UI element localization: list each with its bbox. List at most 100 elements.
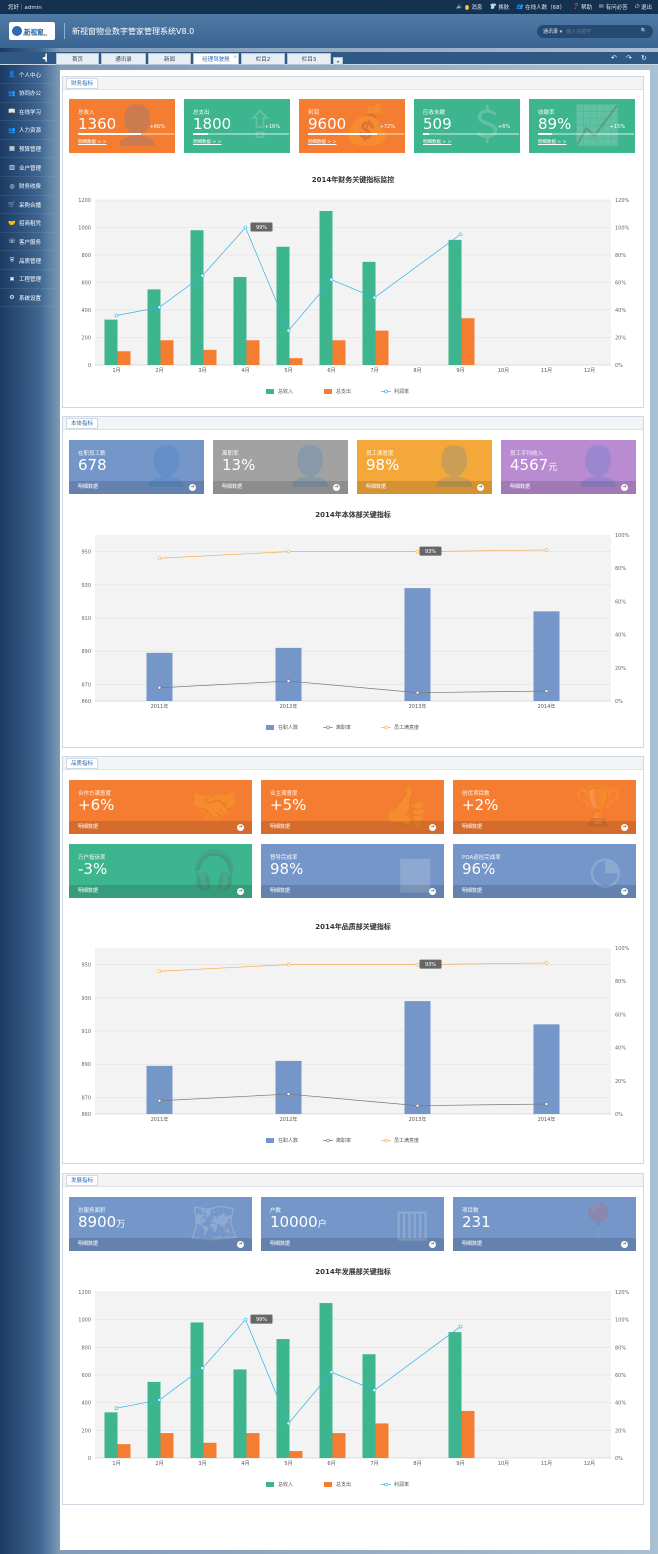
kpi-label: 项目数	[462, 1208, 479, 1214]
chart-svg: 860 870 890 910 930 950 0% 20% 40% 60% 80% 100% 2011…	[81, 946, 629, 1144]
undo-icon[interactable]: ↶	[611, 54, 617, 62]
bar-总收入	[190, 1322, 204, 1458]
refresh-icon[interactable]: ↻	[641, 54, 647, 62]
sidebar-item[interactable]: ⛨ 品质管理	[0, 252, 54, 270]
user-icon: 👤	[8, 71, 16, 78]
legend-label: 在职人数	[278, 724, 298, 731]
sidebar-item[interactable]: 👤 个人中心	[0, 66, 54, 84]
arrow-right-icon[interactable]: ➜	[189, 484, 196, 491]
kpi-detail-bar[interactable]: 明细数据 ➜	[69, 821, 252, 834]
tab-column3[interactable]: 栏目3	[287, 53, 331, 65]
tab-news[interactable]: 新闻	[148, 53, 191, 65]
arrow-right-icon[interactable]: ➜	[237, 888, 244, 895]
sidebar-item-label: 在线学习	[19, 109, 42, 116]
tab-manager-cockpit[interactable]: 经理驾驶舱 ✕	[193, 53, 239, 65]
skin-link[interactable]: 👕 换肤	[489, 3, 509, 11]
arrow-right-icon[interactable]: ➜	[621, 1241, 628, 1248]
help-link[interactable]: ❓ 帮助	[572, 3, 592, 11]
sidebar-item[interactable]: ⚙ 系统设置	[0, 289, 54, 308]
tab-column2[interactable]: 栏目2	[241, 53, 285, 65]
legend-label: 总收入	[278, 1481, 293, 1488]
sidebar-item[interactable]: 📖 在线学习	[0, 103, 54, 122]
kpi-detail-bar[interactable]: 明细数据 ➜	[213, 481, 348, 494]
kpi-detail-bar[interactable]: 明细数据 ➜	[453, 1238, 636, 1251]
tab-home[interactable]: 首页	[56, 53, 99, 65]
bar-在职人数	[404, 1001, 431, 1114]
kpi-detail-bar[interactable]: 明细数据 ➜	[261, 821, 444, 834]
shirt-icon: 👕	[489, 4, 497, 10]
cart-icon: 🛒	[8, 201, 16, 209]
kpi-label: 总支出	[193, 110, 210, 116]
sidebar-item[interactable]: ☏ 客户服务	[0, 233, 54, 252]
kpi-number: 98%	[270, 860, 304, 878]
point-离职率	[286, 679, 291, 683]
arrow-right-icon[interactable]: ➜	[429, 1241, 436, 1248]
greeting: 您好｜admin	[8, 5, 42, 11]
sidebar-item[interactable]: 👥 人力资源	[0, 122, 54, 140]
search-scope-select[interactable]: 通讯录 ▾	[543, 29, 563, 35]
kpi-detail-bar[interactable]: 明细数据 ➜	[453, 821, 636, 834]
arrow-right-icon[interactable]: ➜	[621, 484, 628, 491]
kpi-detail-link[interactable]: 明细数据 > >	[538, 140, 567, 145]
qa-link[interactable]: ✉ 有问必答	[599, 3, 628, 11]
sidebar-item[interactable]: 🤝 招商租凭	[0, 215, 54, 233]
kpi-detail-bar[interactable]: 明细数据 ➜	[261, 885, 444, 898]
y2-tick-label: 80%	[615, 566, 626, 572]
annotation-label: 93%	[425, 962, 436, 968]
point-利润率	[286, 328, 291, 333]
kpi-detail-bar[interactable]: 明细数据 ➜	[261, 1238, 444, 1251]
kpi-value: 1800	[193, 116, 231, 133]
search-icon[interactable]: 🔍	[640, 28, 647, 34]
arrow-right-icon[interactable]: ➜	[429, 888, 436, 895]
sidebar-item[interactable]: ▦ 预算管理	[0, 140, 54, 159]
kpi-detail-link[interactable]: 明细数据 > >	[78, 140, 107, 145]
x-tick-label: 4月	[241, 368, 249, 374]
arrow-right-icon[interactable]: ➜	[237, 824, 244, 831]
kpi-detail-bar[interactable]: 明细数据 ➜	[69, 1238, 252, 1251]
coin-icon: ◎	[9, 182, 15, 190]
x-tick-label: 2011年	[151, 1116, 169, 1123]
point-离职率	[544, 1102, 549, 1106]
online-users-link[interactable]: 👥 在线人数（68）	[516, 3, 565, 11]
arrow-right-icon[interactable]: ➜	[621, 824, 628, 831]
kpi-unit: 户	[317, 1220, 327, 1230]
kpi-number: 89%	[538, 115, 572, 133]
bar-总支出	[203, 349, 217, 365]
messages-link[interactable]: 🔈 8 消息	[456, 3, 482, 11]
sidebar-item[interactable]: ◎ 财务收费	[0, 178, 54, 196]
annotation-box	[250, 222, 273, 232]
kpi-detail-bar[interactable]: 明细数据 ➜	[69, 481, 204, 494]
messages-label: 消息	[471, 5, 483, 11]
arrow-right-icon[interactable]: ➜	[333, 484, 340, 491]
close-icon[interactable]: ✕	[233, 54, 237, 59]
kpi-detail-label: 明细数据	[462, 824, 483, 830]
logout-link[interactable]: ⏻ 退出	[635, 3, 652, 12]
kpi-detail-bar[interactable]: 明细数据 ➜	[501, 481, 636, 494]
redo-icon[interactable]: ↷	[626, 54, 632, 62]
tab-label: 通讯录	[115, 57, 132, 63]
kpi-value: 4567元	[510, 457, 557, 477]
sidebar-item[interactable]: 🛒 采购合播	[0, 196, 54, 215]
sidebar-item[interactable]: ✖ 工程管理	[0, 271, 54, 289]
kpi-detail-link[interactable]: 明细数据 > >	[423, 140, 452, 145]
sidebar-item[interactable]: 👥 协同办公	[0, 85, 54, 103]
tab-more-button[interactable]: ▾	[333, 57, 343, 65]
kpi-detail-link[interactable]: 明细数据 > >	[308, 140, 337, 145]
kpi-detail-bar[interactable]: 明细数据 ➜	[357, 481, 492, 494]
arrow-right-icon[interactable]: ➜	[477, 484, 484, 491]
line-离职率	[159, 1093, 547, 1107]
arrow-right-icon[interactable]: ➜	[237, 1241, 244, 1248]
thumb-icon: 👍	[382, 784, 430, 828]
kpi-value: 231	[462, 1214, 491, 1234]
arrow-right-icon[interactable]: ➜	[429, 824, 436, 831]
kpi-detail-bar[interactable]: 明细数据 ➜	[69, 885, 252, 898]
kpi-detail-link[interactable]: 明细数据 > >	[193, 140, 222, 145]
tab-contacts[interactable]: 通讯录	[101, 53, 146, 65]
kpi-number: +2%	[462, 796, 499, 814]
sidebar-item[interactable]: ▥ 业户管理	[0, 159, 54, 177]
search-input[interactable]	[566, 28, 627, 35]
kpi-detail-bar[interactable]: 明细数据 ➜	[453, 885, 636, 898]
kpi-progress-bar	[423, 133, 519, 135]
arrow-right-icon[interactable]: ➜	[621, 888, 628, 895]
collapse-sidebar-icon[interactable]: ◂▎	[42, 54, 51, 62]
